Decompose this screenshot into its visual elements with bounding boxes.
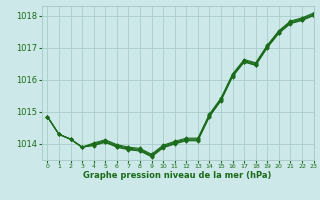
X-axis label: Graphe pression niveau de la mer (hPa): Graphe pression niveau de la mer (hPa) — [84, 171, 272, 180]
